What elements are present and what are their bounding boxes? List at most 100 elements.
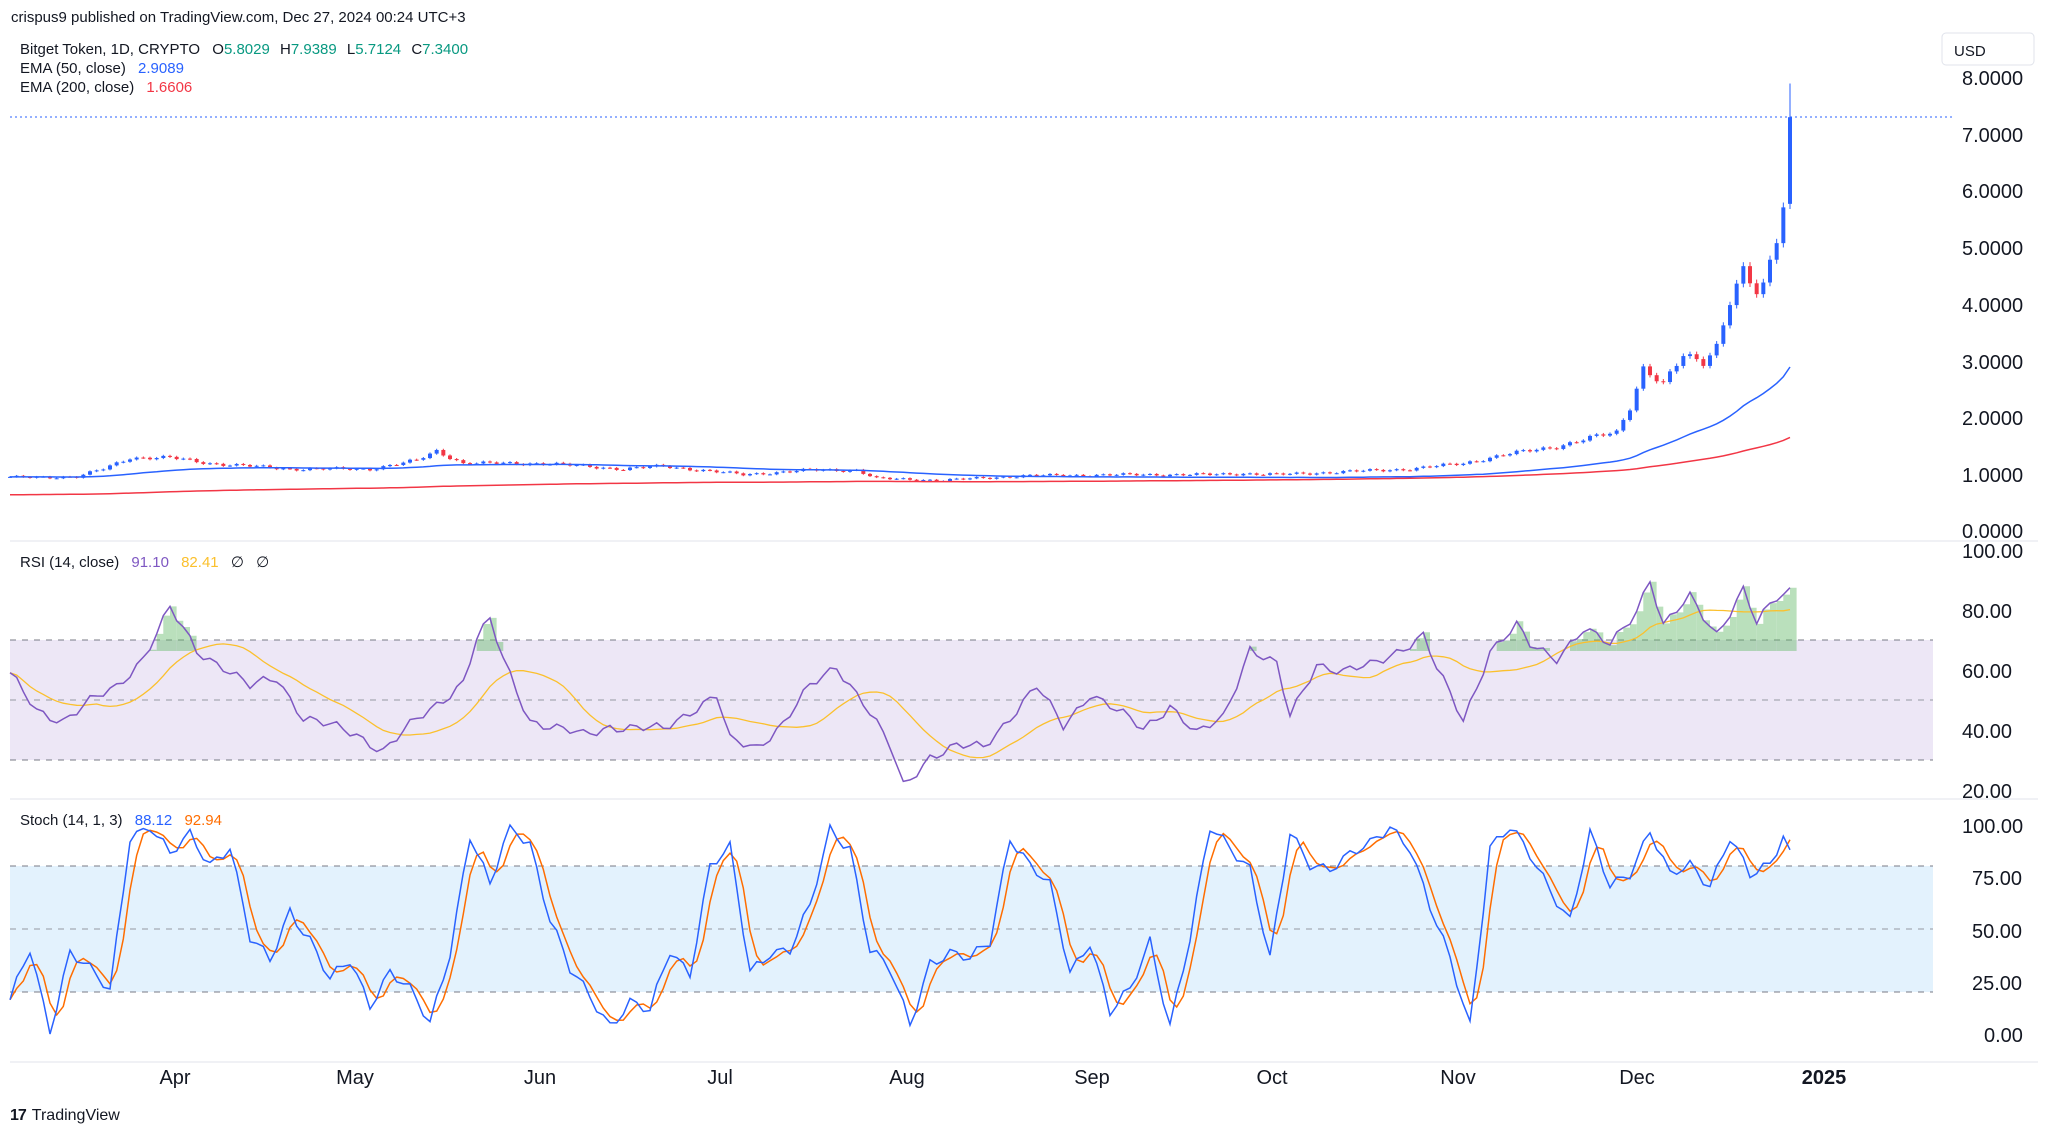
time-tick: Jul bbox=[707, 1067, 733, 1089]
candle-body bbox=[1394, 469, 1399, 471]
stoch-tick: 50.00 bbox=[1972, 921, 2022, 943]
candle-body bbox=[441, 449, 446, 456]
candle-body bbox=[1388, 470, 1392, 472]
candle-body bbox=[1234, 474, 1239, 476]
candle-body bbox=[1054, 473, 1059, 475]
rsi-tick: 100.00 bbox=[1962, 541, 2023, 563]
candle-body bbox=[208, 463, 212, 465]
candle-body bbox=[1701, 359, 1706, 366]
candle-body bbox=[1181, 474, 1186, 476]
candle-body bbox=[94, 470, 99, 472]
rsi-tick: 20.00 bbox=[1962, 781, 2012, 803]
candle-body bbox=[1134, 473, 1139, 476]
candle-body bbox=[1368, 469, 1372, 471]
stoch-tick: 25.00 bbox=[1972, 973, 2022, 995]
candle-body bbox=[1494, 455, 1499, 458]
candle-body bbox=[414, 459, 419, 461]
candle-body bbox=[1421, 466, 1426, 468]
candle-body bbox=[1768, 259, 1772, 283]
price-tick: 5.0000 bbox=[1962, 238, 2023, 260]
candle-body bbox=[1441, 463, 1446, 467]
price-tick: 4.0000 bbox=[1962, 295, 2023, 317]
candle-body bbox=[908, 478, 912, 480]
candle-body bbox=[674, 467, 679, 469]
candle-body bbox=[1221, 473, 1226, 475]
candle-body bbox=[434, 449, 439, 454]
candle-body bbox=[228, 465, 232, 467]
candle-body bbox=[1001, 476, 1006, 478]
candle-body bbox=[201, 462, 206, 464]
candle-body bbox=[1314, 473, 1319, 475]
candle-body bbox=[428, 453, 432, 459]
price-tick: 3.0000 bbox=[1962, 352, 2023, 374]
legend-close-label: C bbox=[411, 41, 422, 58]
candle-body bbox=[1188, 474, 1192, 476]
candle-body bbox=[734, 471, 739, 474]
stoch-legend[interactable]: Stoch (14, 1, 3) 88.12 92.94 bbox=[20, 812, 222, 829]
rsi-axis[interactable]: 100.00 80.00 60.00 40.00 20.00 bbox=[1962, 541, 2023, 803]
candle-body bbox=[114, 462, 119, 466]
candle-body bbox=[1288, 473, 1292, 475]
candle-body bbox=[1168, 474, 1172, 477]
candle-body bbox=[88, 471, 92, 475]
tradingview-branding[interactable]: 17 TradingView bbox=[10, 1107, 120, 1125]
candle-body bbox=[1108, 474, 1112, 476]
candle-body bbox=[1348, 470, 1352, 472]
svg-text:RSI (14, close) 91.10: RSI (14, close) 91.10 82.41 ∅ ∅ bbox=[20, 554, 269, 571]
candle-body bbox=[1208, 473, 1212, 476]
candle-body bbox=[914, 479, 919, 481]
candle-body bbox=[1548, 447, 1552, 449]
candle-body bbox=[1294, 472, 1299, 474]
candle-body bbox=[148, 457, 152, 460]
candle-body bbox=[1094, 474, 1099, 477]
price-axis[interactable]: USD 8.0000 7.0000 6.0000 5.0000 4.0000 3… bbox=[1941, 32, 2035, 543]
legend-ema200-label: EMA (200, close) bbox=[20, 79, 134, 96]
svg-text:EMA (200, close) 1.6606: EMA (200, close) 1.6606 bbox=[20, 79, 192, 96]
candle-body bbox=[1354, 470, 1359, 472]
candle-body bbox=[588, 464, 592, 467]
candle-body bbox=[1361, 470, 1366, 472]
candle-body bbox=[1214, 474, 1219, 476]
candle-body bbox=[374, 469, 379, 471]
candle-body bbox=[474, 463, 479, 465]
candle-body bbox=[1714, 343, 1719, 356]
time-tick: Apr bbox=[159, 1067, 190, 1089]
candle-body bbox=[241, 463, 246, 465]
stoch-axis[interactable]: 100.00 75.00 50.00 25.00 0.00 bbox=[1962, 816, 2023, 1047]
candle-body bbox=[1061, 474, 1066, 477]
candle-body bbox=[1688, 354, 1692, 357]
currency-button[interactable] bbox=[1941, 32, 2035, 66]
candle-body bbox=[1508, 454, 1512, 456]
candle-body bbox=[161, 455, 166, 459]
candle-body bbox=[888, 477, 892, 480]
legend-stoch-d-value: 92.94 bbox=[184, 812, 222, 829]
price-legend[interactable]: Bitget Token, 1D, CRYPTO O5.8029 H7.9389… bbox=[20, 41, 468, 96]
legend-stoch-k-value: 88.12 bbox=[135, 812, 173, 829]
legend-high: 7.9389 bbox=[291, 41, 337, 58]
candle-body bbox=[354, 468, 359, 470]
publisher-caption: crispus9 published on TradingView.com, D… bbox=[11, 9, 466, 26]
candle-body bbox=[388, 464, 392, 467]
candle-body bbox=[1674, 365, 1679, 372]
legend-close: 7.3400 bbox=[422, 41, 468, 58]
time-axis[interactable]: Apr May Jun Jul Aug Sep Oct Nov Dec 2025 bbox=[159, 1067, 1846, 1089]
candle-body bbox=[1081, 474, 1086, 477]
rsi-tick: 60.00 bbox=[1962, 661, 2012, 683]
candle-body bbox=[1761, 282, 1766, 295]
candle-body bbox=[721, 472, 726, 474]
candle-body bbox=[328, 468, 332, 470]
candle-body bbox=[401, 462, 406, 466]
tradingview-wordmark: TradingView bbox=[31, 1107, 120, 1124]
candle-body bbox=[408, 459, 412, 463]
candle-body bbox=[288, 468, 292, 470]
rsi-legend[interactable]: RSI (14, close) 91.10 82.41 ∅ ∅ bbox=[20, 554, 269, 571]
stoch-tick: 75.00 bbox=[1972, 868, 2022, 890]
candle-body bbox=[1381, 469, 1386, 472]
legend-symbol: Bitget Token, 1D, CRYPTO bbox=[20, 41, 200, 58]
candle-body bbox=[701, 469, 706, 472]
candle-body bbox=[221, 463, 226, 466]
candle-body bbox=[668, 465, 672, 469]
candle-body bbox=[841, 470, 846, 472]
price-tick: 7.0000 bbox=[1962, 125, 2023, 147]
